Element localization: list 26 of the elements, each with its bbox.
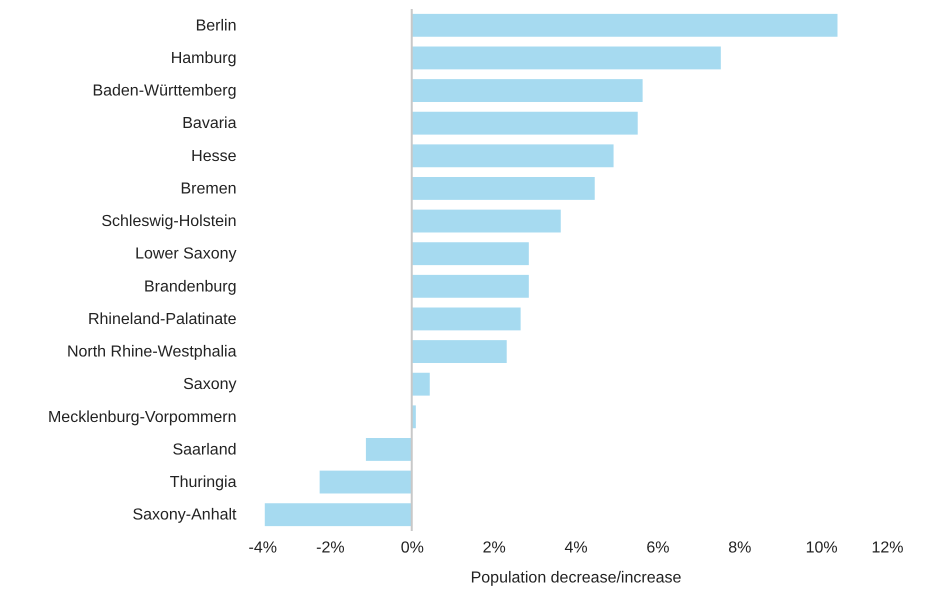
- y-tick-label: Baden-Württemberg: [92, 82, 236, 100]
- y-tick-label: Berlin: [196, 17, 236, 34]
- x-tick-label: 2%: [482, 540, 506, 556]
- y-tick-label: Rhineland-Palatinate: [88, 310, 237, 328]
- y-tick-label: Saarland: [172, 441, 236, 458]
- y-tick-label: Saxony-Anhalt: [132, 506, 238, 524]
- y-tick-label: Lower Saxony: [135, 246, 236, 263]
- x-axis-title: Population decrease/increase: [470, 570, 682, 586]
- y-tick-label: Brandenburg: [144, 278, 236, 296]
- x-tick-label: 10%: [806, 540, 838, 556]
- y-tick-label: North Rhine-Westphalia: [66, 344, 237, 361]
- y-tick-label: Saxony: [183, 376, 236, 394]
- y-tick-label: Hesse: [191, 148, 237, 165]
- y-tick-label: Bremen: [180, 180, 236, 198]
- y-tick-label: Bavaria: [182, 115, 237, 132]
- x-tick-label: 8%: [728, 540, 752, 556]
- y-tick-label: Schleswig-Holstein: [101, 213, 236, 230]
- x-tick-label: 4%: [564, 540, 588, 556]
- x-tick-label: 6%: [646, 540, 670, 556]
- x-tick-label: -4%: [248, 540, 277, 556]
- y-tick-label: Thuringia: [170, 474, 237, 492]
- x-tick-label: 12%: [871, 540, 904, 556]
- x-tick-label: -2%: [316, 540, 345, 556]
- y-tick-label: Mecklenburg-Vorpommern: [48, 408, 236, 426]
- x-tick-label: 0%: [400, 540, 424, 556]
- y-tick-label: Hamburg: [170, 50, 236, 67]
